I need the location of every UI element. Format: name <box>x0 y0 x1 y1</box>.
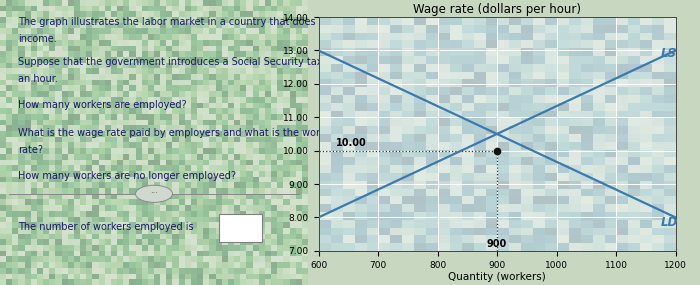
Text: 900: 900 <box>487 239 507 249</box>
FancyBboxPatch shape <box>218 214 262 242</box>
Text: How many workers are no longer employed?: How many workers are no longer employed? <box>18 171 237 181</box>
Text: an hour.: an hour. <box>18 74 58 84</box>
Text: 10.00: 10.00 <box>337 138 367 148</box>
Text: LD: LD <box>661 216 678 229</box>
X-axis label: Quantity (workers): Quantity (workers) <box>448 272 546 282</box>
Text: The number of workers employed is: The number of workers employed is <box>18 222 194 232</box>
Text: Suppose that the government introduces a Social Security tax on workers of $2: Suppose that the government introduces a… <box>18 57 407 67</box>
Text: What is the wage rate paid by employers and what is the workers' after-tax wage: What is the wage rate paid by employers … <box>18 128 417 138</box>
Text: income.: income. <box>18 34 57 44</box>
Text: How many workers are employed?: How many workers are employed? <box>18 100 187 110</box>
Text: ···: ··· <box>150 189 158 198</box>
Text: The graph illustrates the labor market in a country that does not tax labour: The graph illustrates the labor market i… <box>18 17 388 27</box>
Text: LS: LS <box>661 47 677 60</box>
Ellipse shape <box>136 185 172 202</box>
Text: rate?: rate? <box>18 145 43 155</box>
Title: Wage rate (dollars per hour): Wage rate (dollars per hour) <box>413 3 581 16</box>
